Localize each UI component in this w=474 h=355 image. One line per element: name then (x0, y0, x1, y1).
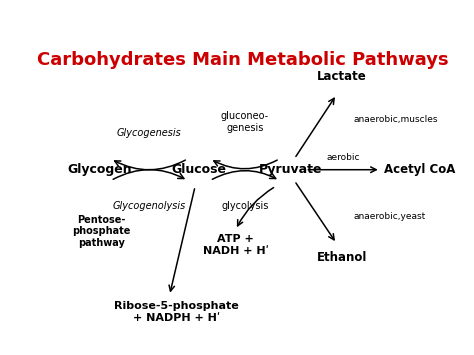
Text: Glucose: Glucose (171, 163, 227, 176)
Text: gluconeo-
genesis: gluconeo- genesis (221, 111, 269, 133)
Text: Acetyl CoA: Acetyl CoA (384, 163, 456, 176)
Text: ATP +
NADH + Hʹ: ATP + NADH + Hʹ (202, 234, 269, 256)
Text: Pentose-
phosphate
pathway: Pentose- phosphate pathway (73, 215, 131, 248)
Text: anaerobic,muscles: anaerobic,muscles (353, 115, 438, 124)
Text: Pyruvate: Pyruvate (259, 163, 322, 176)
Text: Ribose-5-phosphate
+ NADPH + Hʹ: Ribose-5-phosphate + NADPH + Hʹ (114, 301, 239, 322)
Text: Glycogenesis: Glycogenesis (117, 128, 182, 138)
Text: glycolysis: glycolysis (221, 201, 268, 211)
Text: Lactate: Lactate (317, 70, 367, 83)
Text: Glycogen: Glycogen (67, 163, 132, 176)
Text: Glycogenolysis: Glycogenolysis (113, 201, 186, 211)
Text: anaerobic,yeast: anaerobic,yeast (353, 212, 425, 221)
Text: Ethanol: Ethanol (317, 251, 367, 264)
Text: Carbohydrates Main Metabolic Pathways: Carbohydrates Main Metabolic Pathways (37, 51, 449, 69)
Text: aerobic: aerobic (326, 153, 360, 162)
